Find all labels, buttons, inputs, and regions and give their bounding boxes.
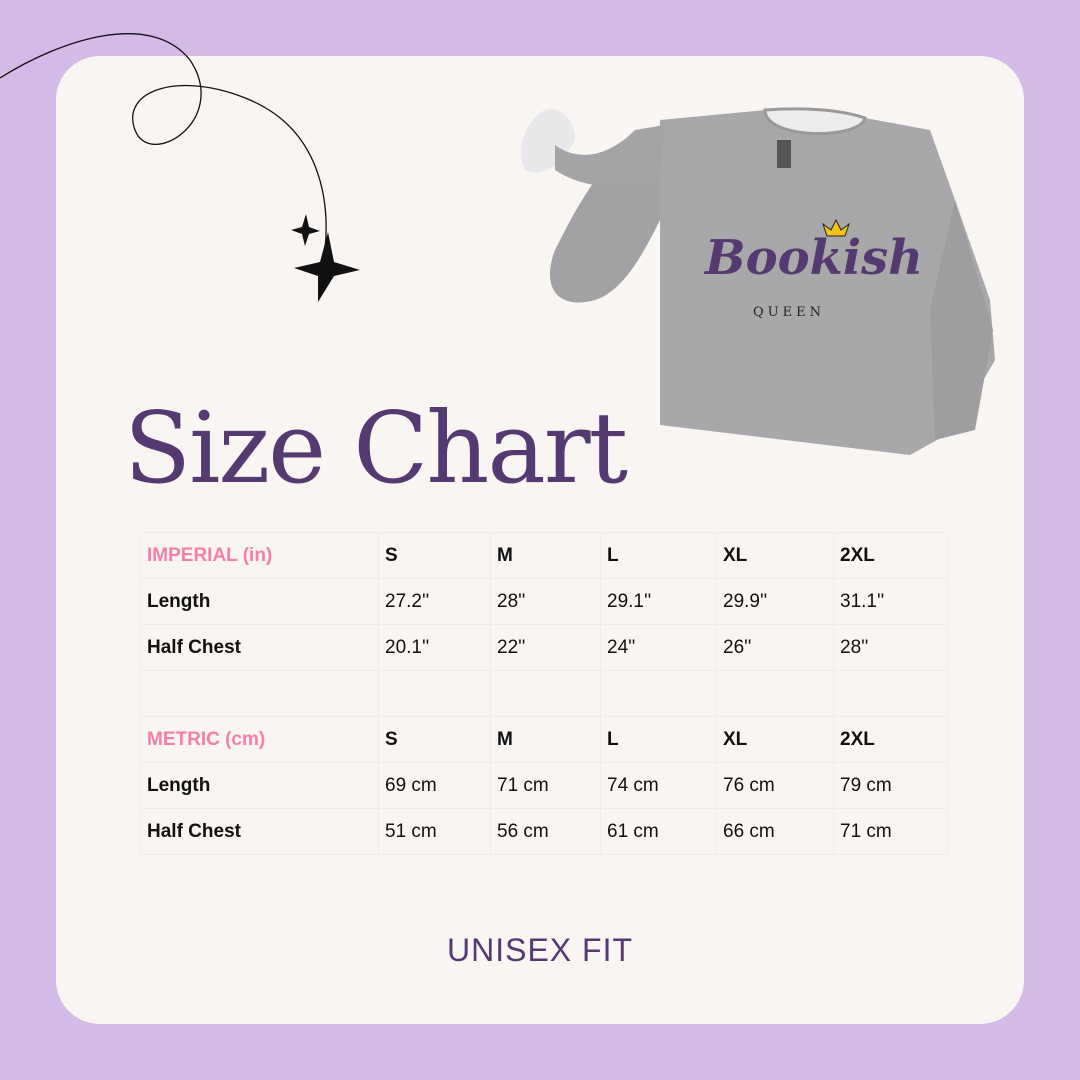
cell: 71 cm <box>833 808 948 855</box>
size-header: M <box>490 532 601 579</box>
cell: 22'' <box>490 624 601 671</box>
imperial-header-row: IMPERIAL (in) S M L XL 2XL <box>140 532 948 579</box>
size-header: L <box>600 532 717 579</box>
cell: 61 cm <box>600 808 717 855</box>
crown-icon <box>822 218 850 237</box>
cell: 27.2'' <box>378 578 491 625</box>
row-label: Length <box>140 762 379 809</box>
size-header: XL <box>716 532 834 579</box>
cell: 26'' <box>716 624 834 671</box>
size-header: 2XL <box>833 716 948 763</box>
row-label: Half Chest <box>140 808 379 855</box>
imperial-label: IMPERIAL (in) <box>140 532 379 579</box>
size-header: L <box>600 716 717 763</box>
cell: 74 cm <box>600 762 717 809</box>
swirl-star-decoration <box>0 33 360 302</box>
size-header: S <box>378 532 491 579</box>
table-row: Length 27.2'' 28'' 29.1'' 29.9'' 31.1'' <box>140 578 948 625</box>
table-row: Half Chest 51 cm 56 cm 61 cm 66 cm 71 cm <box>140 808 948 855</box>
cell: 56 cm <box>490 808 601 855</box>
cell: 51 cm <box>378 808 491 855</box>
row-label: Length <box>140 578 379 625</box>
table-row: Half Chest 20.1'' 22'' 24'' 26'' 28'' <box>140 624 948 671</box>
metric-label: METRIC (cm) <box>140 716 379 763</box>
cell: 71 cm <box>490 762 601 809</box>
row-label: Half Chest <box>140 624 379 671</box>
size-header: 2XL <box>833 532 948 579</box>
fit-note: UNISEX FIT <box>446 932 633 968</box>
page-title: Size Chart <box>124 392 628 506</box>
print-queen: QUEEN <box>753 305 825 320</box>
cell: 69 cm <box>378 762 491 809</box>
print-bookish: Bookish <box>703 230 923 286</box>
sweatshirt-image: Bookish QUEEN <box>521 107 995 455</box>
cell: 66 cm <box>716 808 834 855</box>
sparkle-icon <box>294 232 360 302</box>
size-table: IMPERIAL (in) S M L XL 2XL Length 27.2''… <box>140 532 948 855</box>
cell: 79 cm <box>833 762 948 809</box>
size-header: M <box>490 716 601 763</box>
metric-header-row: METRIC (cm) S M L XL 2XL <box>140 716 948 763</box>
sparkle-small-icon <box>291 214 320 246</box>
cell: 29.9'' <box>716 578 834 625</box>
size-header: S <box>378 716 491 763</box>
cell: 76 cm <box>716 762 834 809</box>
table-row: Length 69 cm 71 cm 74 cm 76 cm 79 cm <box>140 762 948 809</box>
cell: 24'' <box>600 624 717 671</box>
cell: 28'' <box>833 624 948 671</box>
cell: 29.1'' <box>600 578 717 625</box>
cell: 20.1'' <box>378 624 491 671</box>
cell: 28'' <box>490 578 601 625</box>
cell: 31.1'' <box>833 578 948 625</box>
spacer-row <box>140 670 948 717</box>
size-header: XL <box>716 716 834 763</box>
